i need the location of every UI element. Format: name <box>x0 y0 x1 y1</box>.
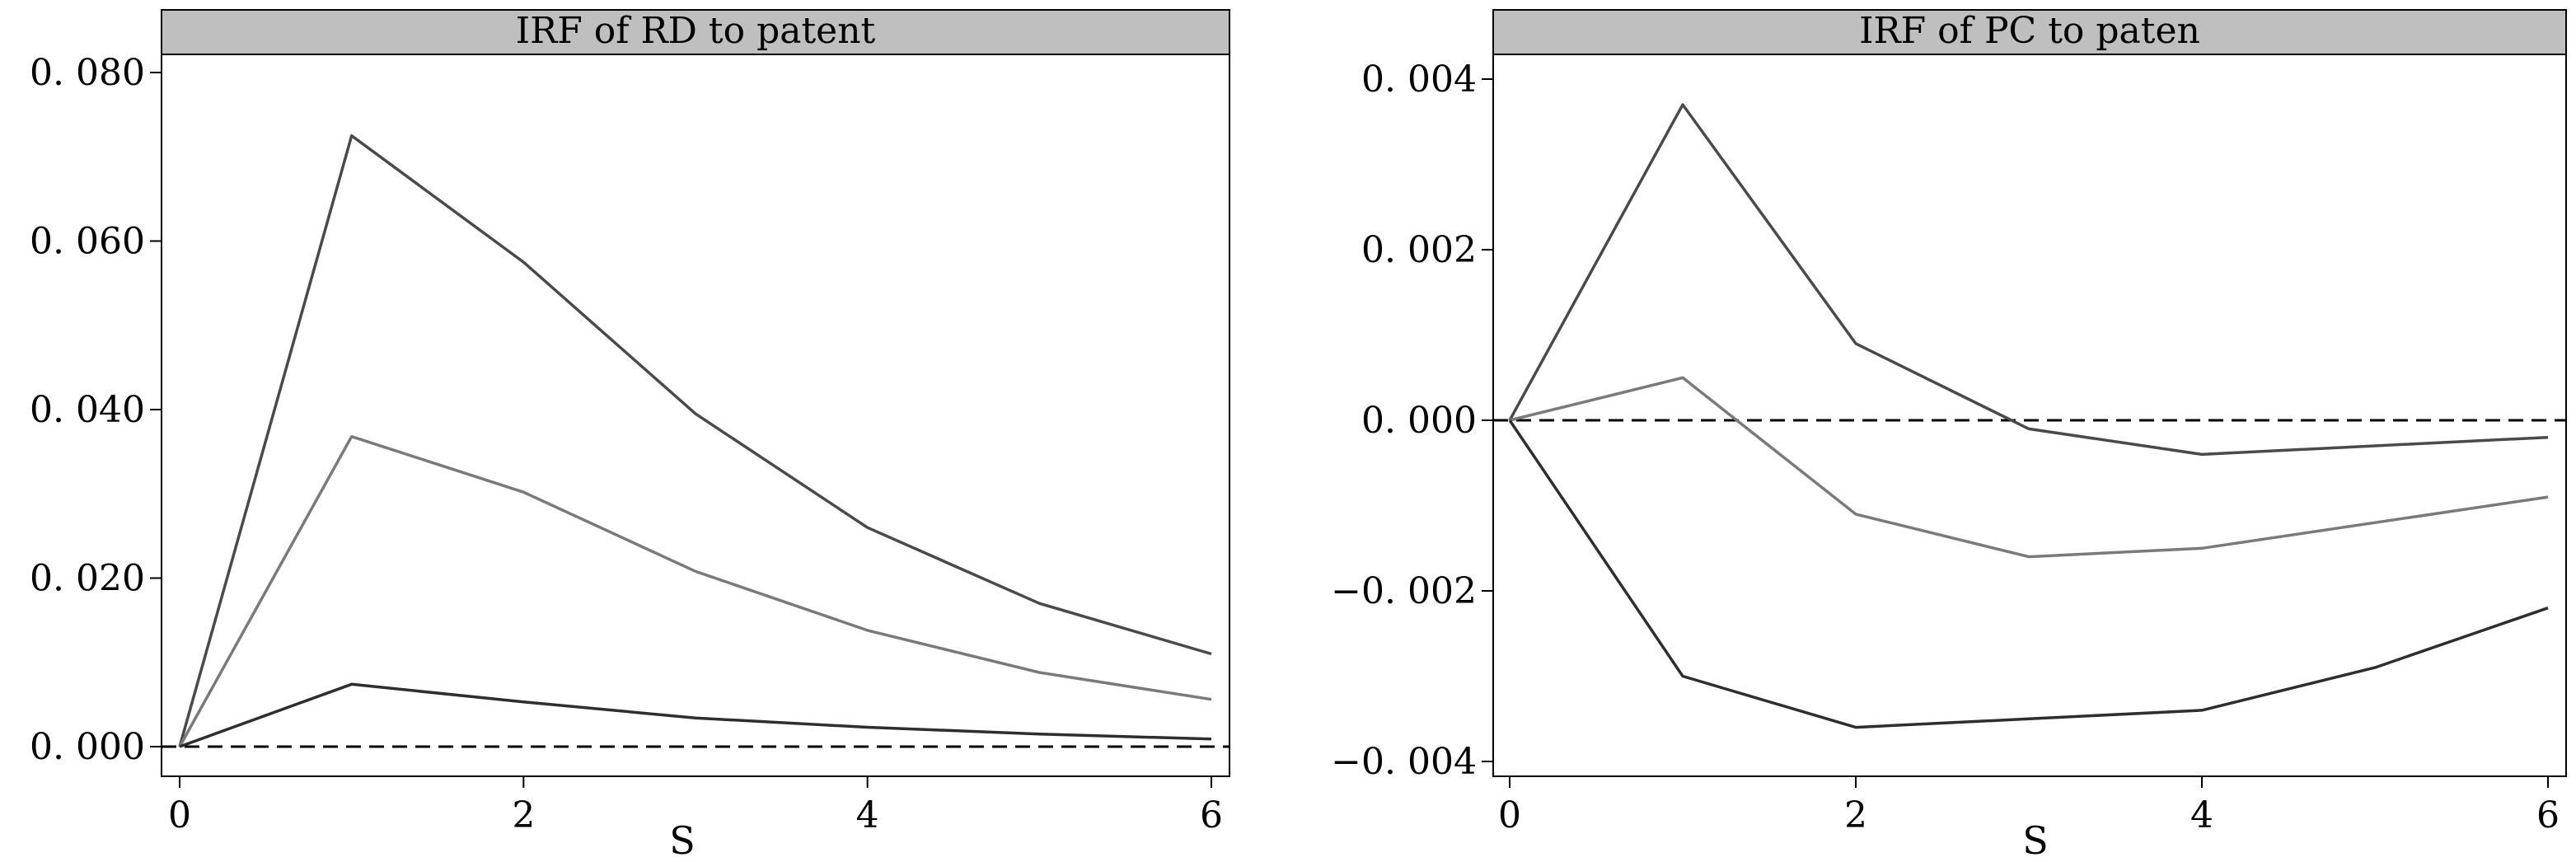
chart-title: IRF of RD to patent <box>516 10 876 52</box>
y-tick-label: −0. 002 <box>1331 570 1477 612</box>
series-line-1 <box>178 134 1212 747</box>
series-line-3 <box>1508 419 2549 729</box>
series-line-1 <box>1508 103 2549 457</box>
x-tick-label: 4 <box>856 794 879 836</box>
y-tick-label: 0. 000 <box>1361 400 1477 442</box>
series-line-3 <box>179 682 1212 748</box>
x-tick-label: 0 <box>168 794 191 836</box>
plot-frame <box>1492 9 2567 777</box>
x-tick-label: 2 <box>1844 794 1867 836</box>
y-tick-label: 0. 002 <box>1361 229 1477 271</box>
x-tick-label: 2 <box>512 794 535 836</box>
y-tick-label: 0. 000 <box>30 726 145 768</box>
y-tick-label: 0. 020 <box>30 558 145 600</box>
plot-frame <box>161 9 1230 777</box>
title-bar <box>1492 9 2567 55</box>
series-line-2 <box>1509 376 2549 559</box>
series-line-2 <box>178 434 1212 747</box>
x-tick-label: 6 <box>1200 794 1223 836</box>
x-axis-label: S <box>2022 818 2049 862</box>
y-tick-label: 0. 060 <box>30 221 145 263</box>
x-tick-label: 4 <box>2190 794 2213 836</box>
title-bar <box>161 9 1230 55</box>
chart-irf-pc-to-patent: IRF of PC to paten −0. 004 −0. 002 0. 000 0.… <box>1331 9 2567 862</box>
y-tick-label: −0. 004 <box>1331 741 1477 783</box>
x-tick-label: 0 <box>1498 794 1521 836</box>
y-tick-label: 0. 040 <box>30 389 145 431</box>
chart-irf-rd-to-patent: IRF of RD to patent 0. 000 0. 020 0. 040 0. … <box>30 9 1230 862</box>
x-tick-label: 6 <box>2536 794 2560 836</box>
y-tick-label: 0. 080 <box>30 52 145 94</box>
chart-title: IRF of PC to paten <box>1859 10 2200 52</box>
y-tick-label: 0. 004 <box>1361 59 1477 101</box>
x-axis-label: S <box>669 818 696 862</box>
